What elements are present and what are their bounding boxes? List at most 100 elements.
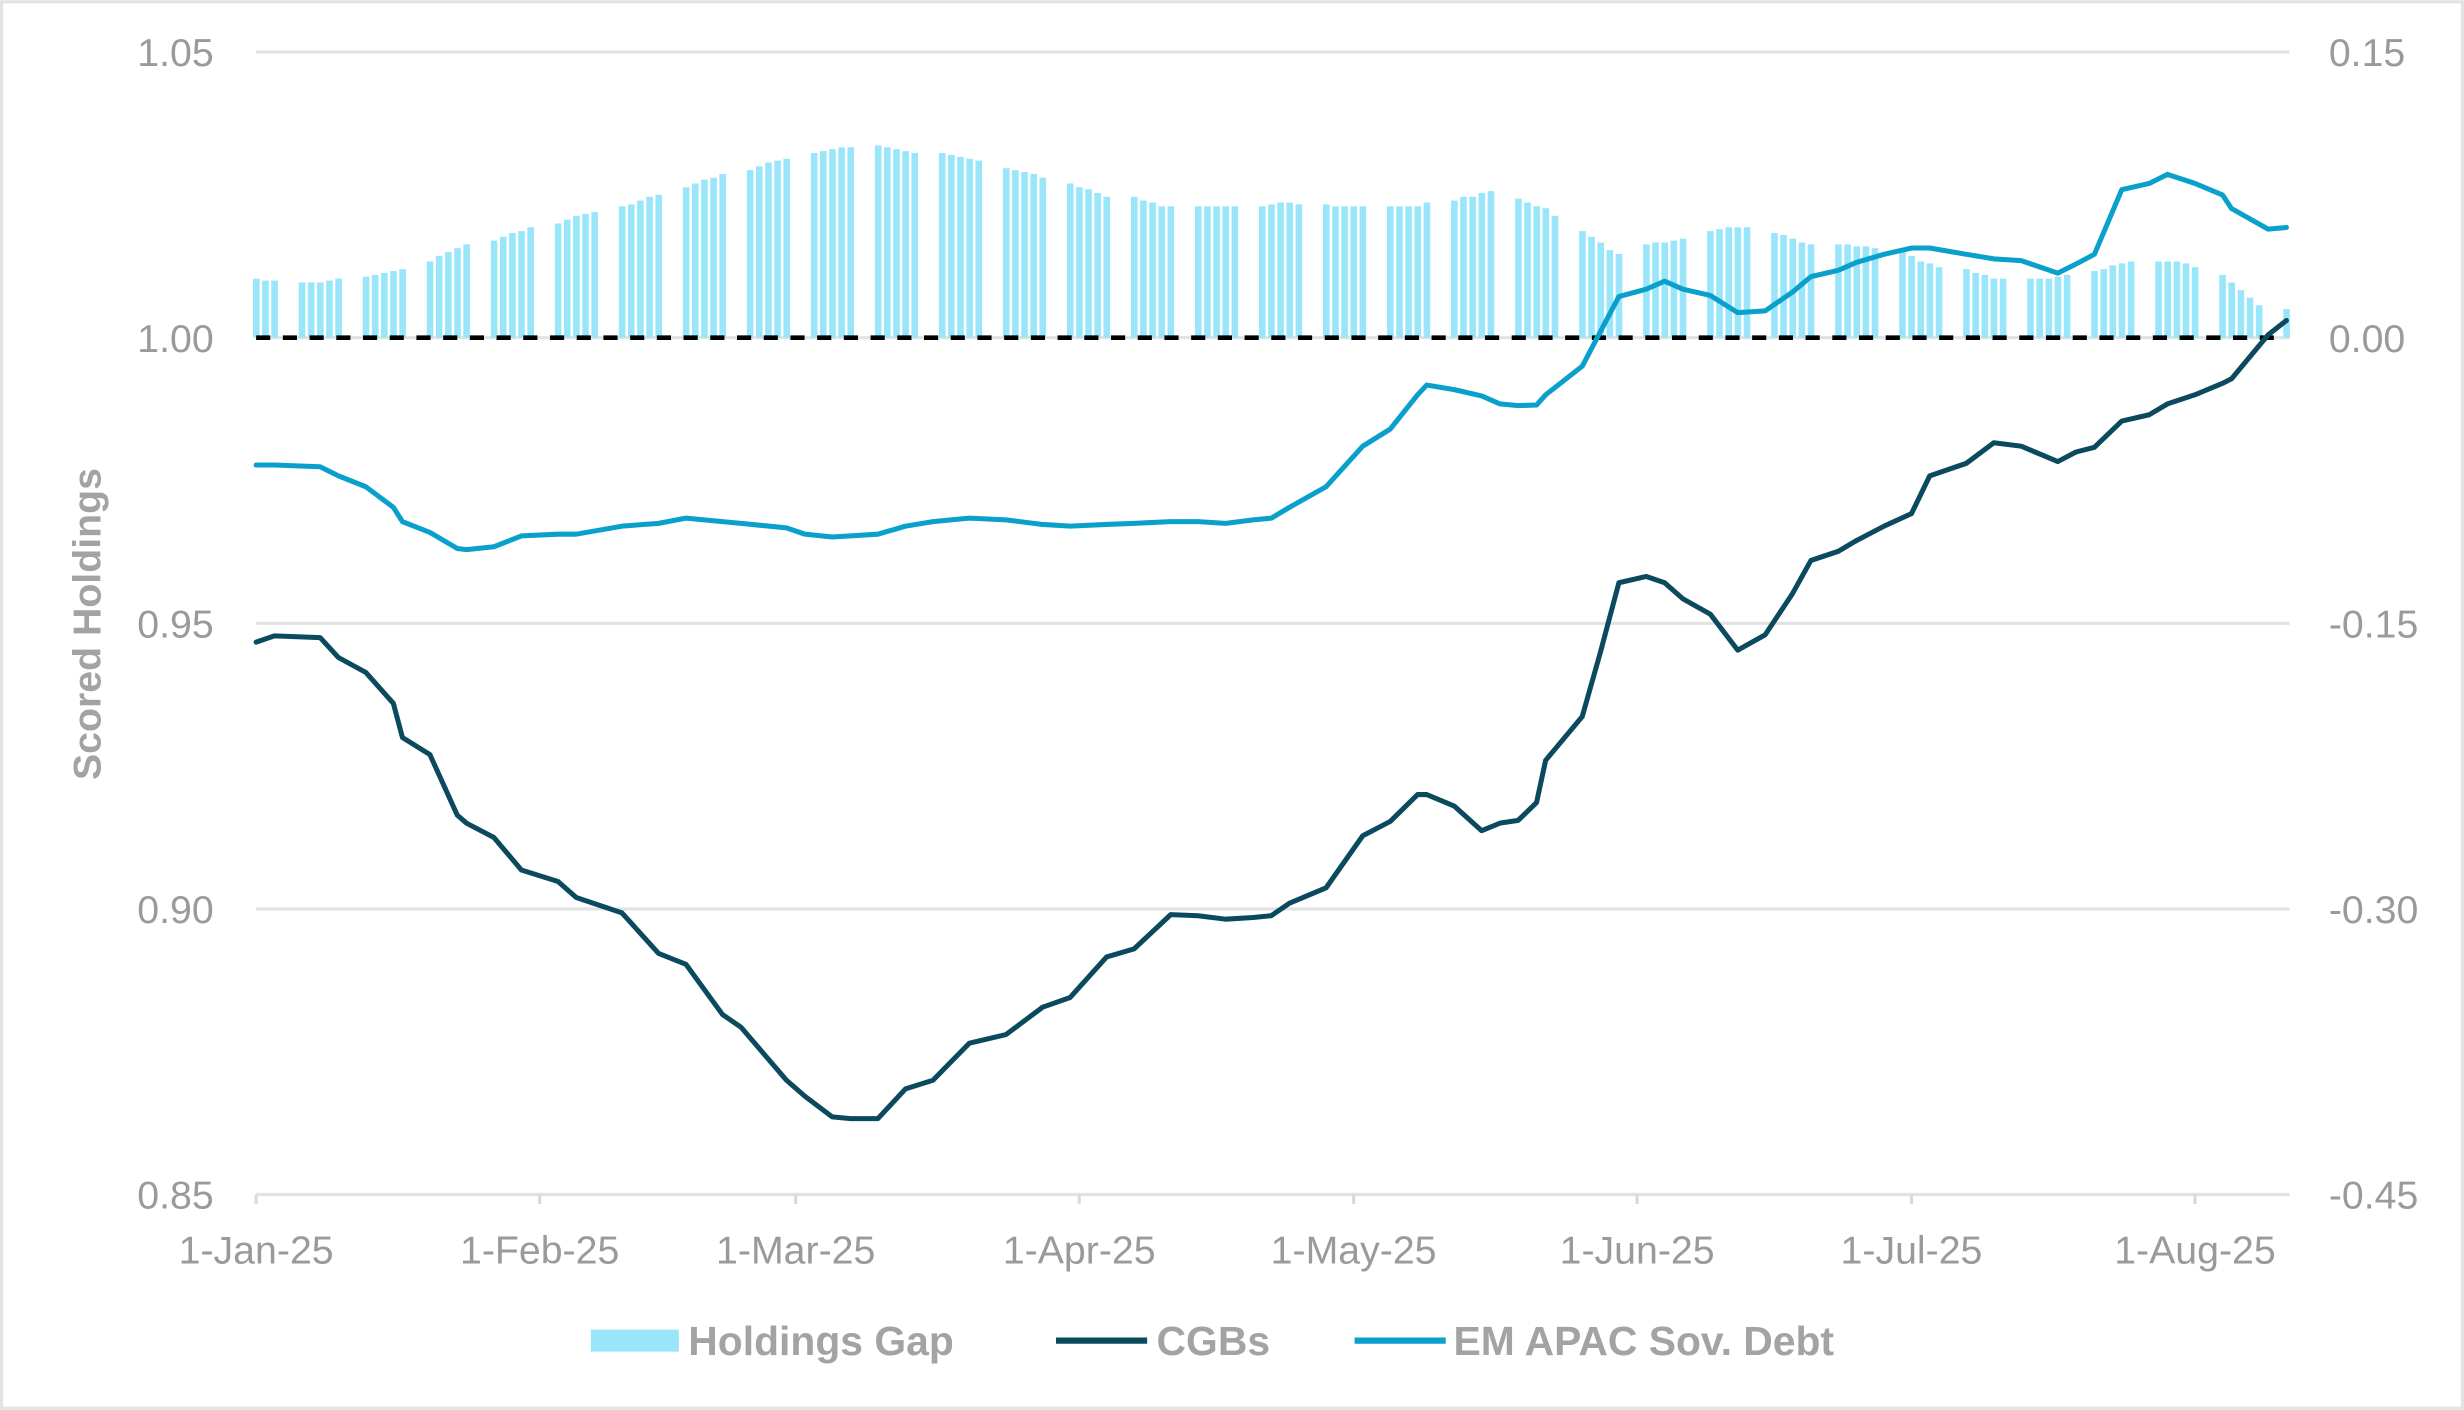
- holdings-gap-bar: [1588, 236, 1595, 338]
- holdings-gap-bar: [2255, 305, 2263, 338]
- holdings-gap-bar: [975, 160, 983, 338]
- holdings-gap-bar: [1853, 246, 1861, 338]
- holdings-gap-bar: [1972, 272, 1979, 338]
- holdings-gap-bar: [1780, 234, 1787, 338]
- holdings-gap-bar: [783, 158, 791, 338]
- holdings-gap-bars: [253, 145, 2290, 338]
- x-tick-label: 1-Jan-25: [179, 1229, 334, 1273]
- legend-label-cgbs: CGBs: [1157, 1318, 1270, 1364]
- holdings-gap-bar: [682, 187, 690, 338]
- holdings-gap-bar: [1835, 244, 1842, 338]
- holdings-gap-bar: [554, 223, 562, 338]
- legend-label-em-apac: EM APAC Sov. Debt: [1454, 1318, 1835, 1364]
- holdings-gap-bar: [1387, 206, 1394, 338]
- holdings-gap-bar: [362, 276, 370, 338]
- holdings-gap-bar: [2228, 282, 2236, 338]
- holdings-gap-bar: [1926, 263, 1934, 338]
- y-tick-label-right: -0.30: [2329, 888, 2419, 932]
- holdings-gap-bar: [655, 194, 662, 338]
- holdings-gap-bar: [1487, 191, 1495, 338]
- holdings-gap-bar: [1981, 274, 1989, 338]
- holdings-gap-bar: [966, 158, 973, 338]
- holdings-gap-bar: [1844, 244, 1851, 338]
- holdings-gap-bar: [2036, 278, 2043, 338]
- holdings-gap-bar: [2063, 274, 2071, 338]
- holdings-gap-bar: [710, 177, 717, 338]
- holdings-gap-bar: [902, 151, 909, 338]
- holdings-gap-bar: [1771, 232, 1778, 338]
- holdings-gap-bar: [1597, 242, 1604, 338]
- holdings-gap-bar: [1194, 206, 1202, 338]
- holdings-gap-bar: [1871, 248, 1879, 338]
- holdings-gap-bar: [1085, 189, 1092, 338]
- holdings-gap-bar: [893, 149, 900, 338]
- holdings-gap-bar: [646, 196, 653, 338]
- holdings-gap-bar: [1807, 244, 1815, 338]
- holdings-gap-bar: [1908, 255, 1915, 338]
- holdings-gap-bar: [1396, 206, 1403, 338]
- holdings-gap-bar: [1670, 240, 1678, 338]
- holdings-gap-bar: [2237, 290, 2245, 338]
- holdings-gap-bar: [1917, 261, 1925, 338]
- holdings-gap-bar: [509, 232, 516, 338]
- y-tick-label-right: -0.15: [2329, 602, 2419, 646]
- holdings-gap-bar: [518, 231, 525, 338]
- holdings-gap-bar: [1341, 206, 1348, 338]
- y-tick-label-left: 1.00: [137, 317, 213, 361]
- holdings-gap-bar: [435, 255, 443, 338]
- holdings-gap-bar: [820, 151, 827, 338]
- legend: Holdings Gap CGBs EM APAC Sov. Debt: [590, 1318, 1835, 1364]
- holdings-gap-bar: [1579, 231, 1586, 338]
- holdings-gap-bar: [948, 154, 955, 338]
- holdings-gap-bar: [527, 227, 534, 338]
- x-tick-label: 1-May-25: [1271, 1229, 1437, 1273]
- holdings-gap-bar: [1414, 206, 1422, 338]
- legend-swatch-holdings-gap: [590, 1329, 679, 1352]
- holdings-gap-bar: [884, 147, 891, 338]
- x-tick-label: 1-Jul-25: [1841, 1229, 1983, 1273]
- holdings-gap-bar: [1323, 204, 1330, 338]
- em-apac-sov-debt-line: [253, 171, 2289, 553]
- holdings-gap-bar: [317, 282, 324, 338]
- holdings-gap-bar: [1076, 187, 1083, 338]
- holdings-gap-bar: [1359, 206, 1367, 338]
- holdings-gap-bar: [1140, 200, 1147, 338]
- holdings-gap-bar: [1515, 198, 1522, 338]
- holdings-gap-bar: [765, 162, 772, 338]
- holdings-gap-bar: [911, 152, 919, 338]
- holdings-gap-bar: [2246, 297, 2254, 338]
- holdings-gap-bar: [2173, 261, 2181, 338]
- holdings-gap-bar: [490, 240, 498, 338]
- holdings-gap-bar: [445, 251, 452, 338]
- holdings-gap-bar: [1478, 192, 1486, 338]
- holdings-gap-bar: [1652, 242, 1659, 338]
- holdings-gap-bar: [454, 248, 461, 338]
- holdings-gap-bar: [1231, 206, 1239, 338]
- holdings-gap-bar: [2219, 274, 2226, 338]
- y-tick-label-left: 0.85: [137, 1174, 213, 1218]
- holdings-gap-bar: [1469, 196, 1476, 338]
- holdings-gap-bar: [307, 282, 315, 338]
- holdings-gap-bar: [1012, 170, 1019, 338]
- holdings-gap-bar: [381, 272, 388, 338]
- holdings-gap-bar: [1286, 202, 1294, 338]
- holdings-gap-bar: [1213, 206, 1220, 338]
- x-tick-label: 1-Feb-25: [460, 1229, 619, 1273]
- right-axis-ticks: -0.45 -0.30 -0.15 0.00 0.15: [2329, 31, 2419, 1217]
- holdings-gap-bar: [573, 215, 580, 338]
- holdings-gap-bar: [262, 280, 269, 338]
- holdings-gap-bar: [1258, 206, 1266, 338]
- holdings-gap-bar: [2091, 271, 2098, 338]
- holdings-gap-bar: [1103, 196, 1111, 338]
- holdings-gap-bar: [1542, 208, 1550, 338]
- holdings-gap-bar: [271, 280, 278, 338]
- x-tick-label: 1-Aug-25: [2114, 1229, 2276, 1273]
- holdings-gap-bar: [1716, 229, 1723, 338]
- holdings-gap-bar: [1094, 192, 1101, 338]
- holdings-gap-bar: [1734, 227, 1742, 338]
- holdings-gap-bar: [627, 204, 635, 338]
- holdings-gap-bar: [746, 170, 754, 338]
- legend-label-holdings-gap: Holdings Gap: [688, 1318, 953, 1364]
- holdings-gap-bar: [2109, 265, 2117, 338]
